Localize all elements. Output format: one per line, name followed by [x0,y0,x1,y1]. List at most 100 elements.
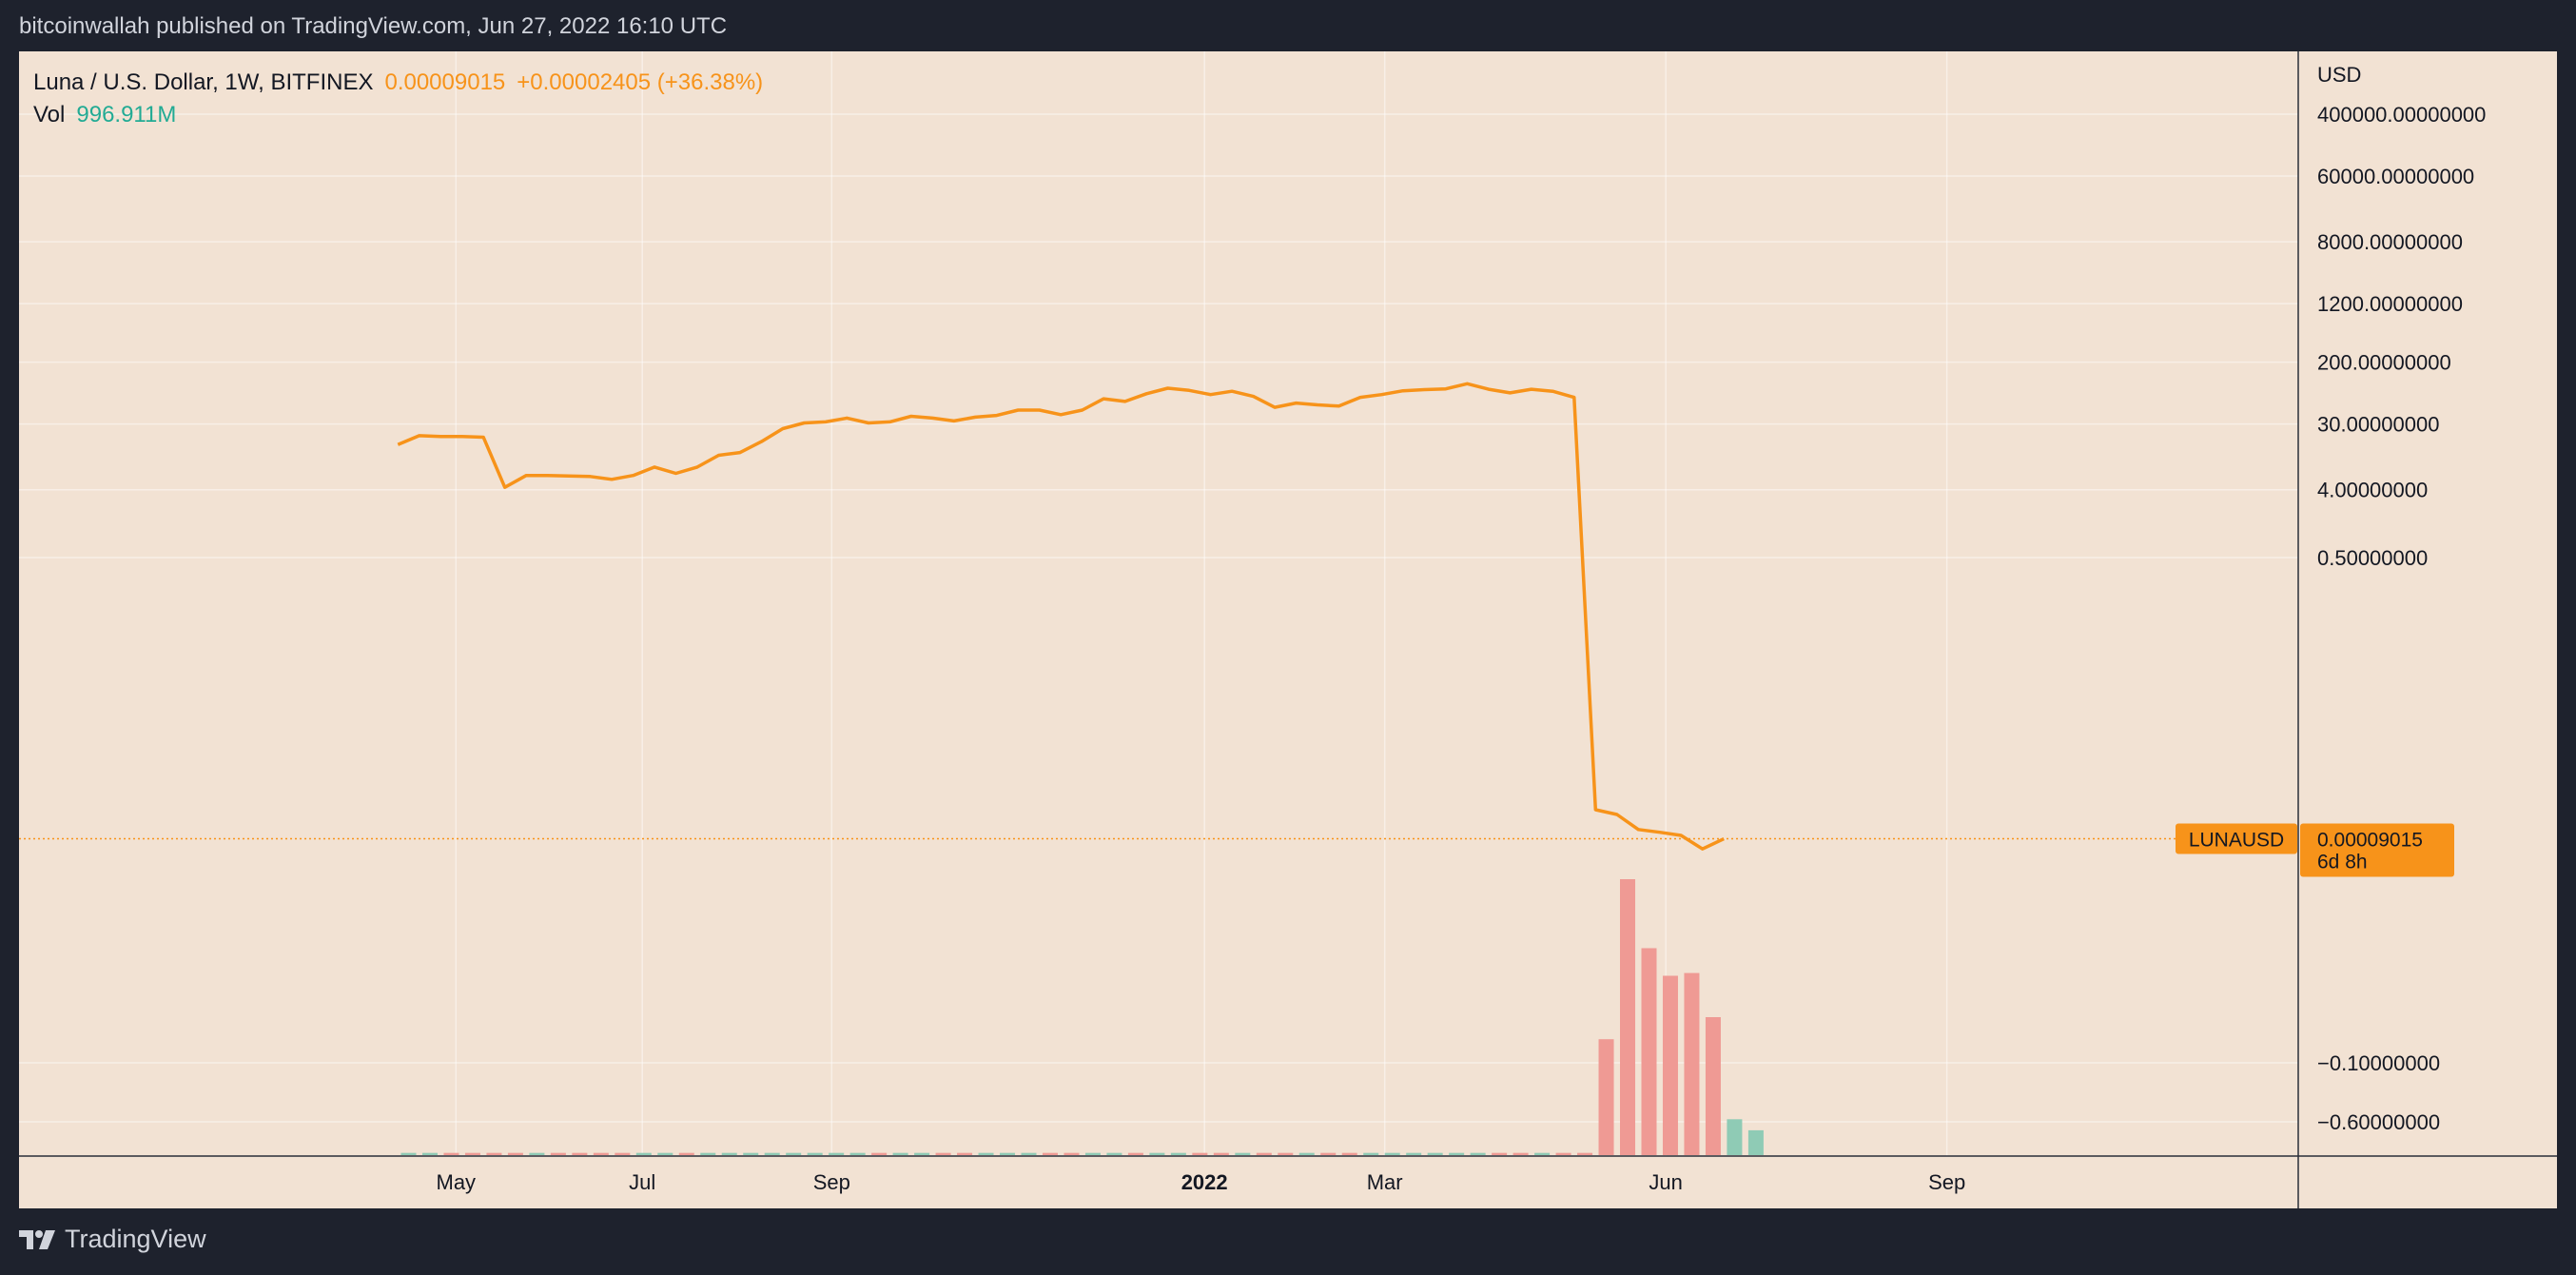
volume-bar [507,1152,523,1155]
publisher-info: bitcoinwallah published on TradingView.c… [19,13,728,39]
volume-bar [1192,1152,1208,1155]
grid-lines [19,51,2298,1156]
volume-bar [1577,1152,1593,1155]
volume-bar [1170,1152,1186,1155]
volume-bar [615,1152,631,1155]
volume-bar [764,1152,780,1155]
volume-bar [1084,1152,1101,1155]
volume-bar [529,1152,545,1155]
volume-bar [1641,948,1657,1155]
volume-bar [1747,1129,1764,1155]
price-tick-label: 4.00000000 [2317,479,2428,502]
volume-bar [871,1152,888,1155]
volume-bars [400,879,1764,1155]
volume-bar [721,1152,737,1155]
volume-bar [807,1152,823,1155]
price-tick-label: −0.60000000 [2317,1110,2440,1134]
volume-bar [1213,1152,1229,1155]
volume-bar [957,1152,973,1155]
volume-bar [1427,1152,1443,1155]
volume-bar [635,1152,652,1155]
volume-bar [1042,1152,1058,1155]
volume-bar [892,1152,908,1155]
price-tick-label: 8000.00000000 [2317,230,2463,254]
volume-bar [1106,1152,1122,1155]
legend-last-price: 0.00009015 [384,69,506,95]
price-tick-label: 400000.00000000 [2317,103,2486,127]
volume-bar [914,1152,930,1155]
volume-bar [400,1152,417,1155]
time-tick-label: Sep [1928,1170,1965,1194]
volume-bar [1555,1152,1571,1155]
volume-bar [829,1152,845,1155]
volume-bar [1492,1152,1508,1155]
price-axis-currency: USD [2317,63,2362,87]
volume-bar [464,1152,480,1155]
volume-bar [1127,1152,1143,1155]
legend-vol-label: Vol [33,102,66,128]
volume-bar [1149,1152,1165,1155]
tradingview-logo[interactable]: TradingView [19,1225,206,1254]
bar-countdown: 6d 8h [2317,852,2368,873]
axes: 400000.00000000 60000.00000000 8000.000000… [19,51,2557,1208]
price-line-layer [19,382,2178,851]
volume-bar [849,1152,866,1155]
last-price-value: 0.00009015 [2317,830,2423,852]
volume-bar [443,1152,459,1155]
volume-bar [1363,1152,1379,1155]
price-tick-label: −0.10000000 [2317,1051,2440,1075]
volume-bar [1298,1152,1315,1155]
volume-bar [1064,1152,1080,1155]
volume-bar [1512,1152,1529,1155]
price-tick-label: 60000.00000000 [2317,165,2474,188]
symbol-tag-label: LUNAUSD [2189,830,2284,852]
legend-vol-value: 996.911M [76,102,177,128]
price-tick-label: 30.00000000 [2317,413,2439,437]
volume-bar [1384,1152,1400,1155]
chart-svg[interactable]: 400000.00000000 60000.00000000 8000.000000… [19,51,2557,1208]
volume-bar [550,1152,566,1155]
volume-bar [1341,1152,1357,1155]
volume-bar [935,1152,951,1155]
volume-bar [1470,1152,1486,1155]
volume-bar [1684,972,1700,1155]
volume-bar [572,1152,588,1155]
volume-bar [1000,1152,1016,1155]
footer-brand: TradingView [65,1225,206,1253]
volume-bar [421,1152,438,1155]
legend-change: +0.00002405 (+36.38%) [517,69,764,95]
volume-bar [1620,879,1636,1155]
time-tick-label: Jun [1649,1170,1682,1194]
price-tick-label: 200.00000000 [2317,351,2451,375]
price-tick-label: 0.50000000 [2317,546,2428,570]
volume-bar [1727,1119,1743,1155]
volume-bar [1256,1152,1272,1155]
volume-bar [1449,1152,1465,1155]
time-tick-label: 2022 [1181,1170,1228,1194]
last-price-tag-box [2300,823,2454,877]
tradingview-logo-icon [19,1229,55,1249]
symbol-tag: LUNAUSD [2176,823,2297,854]
time-tick-label: Sep [813,1170,850,1194]
volume-bar [978,1152,994,1155]
time-tick-label: Jul [629,1170,655,1194]
price-tick-label: 1200.00000000 [2317,292,2463,316]
volume-bar [786,1152,802,1155]
chart-area[interactable]: 400000.00000000 60000.00000000 8000.000000… [19,51,2557,1208]
legend-symbol: Luna / U.S. Dollar, 1W, BITFINEX [33,69,374,95]
volume-bar [1534,1152,1551,1155]
time-tick-label: May [437,1170,477,1194]
volume-bar [700,1152,716,1155]
volume-bar [1705,1017,1721,1155]
time-tick-label: Mar [1367,1170,1403,1194]
volume-bar [1598,1039,1614,1155]
volume-bar [657,1152,673,1155]
volume-bar [1235,1152,1251,1155]
volume-bar [1320,1152,1337,1155]
symbol-tag-box [2176,823,2297,854]
volume-bar [1662,975,1678,1155]
volume-bar [678,1152,694,1155]
volume-bar [593,1152,609,1155]
price-line [397,382,1725,851]
